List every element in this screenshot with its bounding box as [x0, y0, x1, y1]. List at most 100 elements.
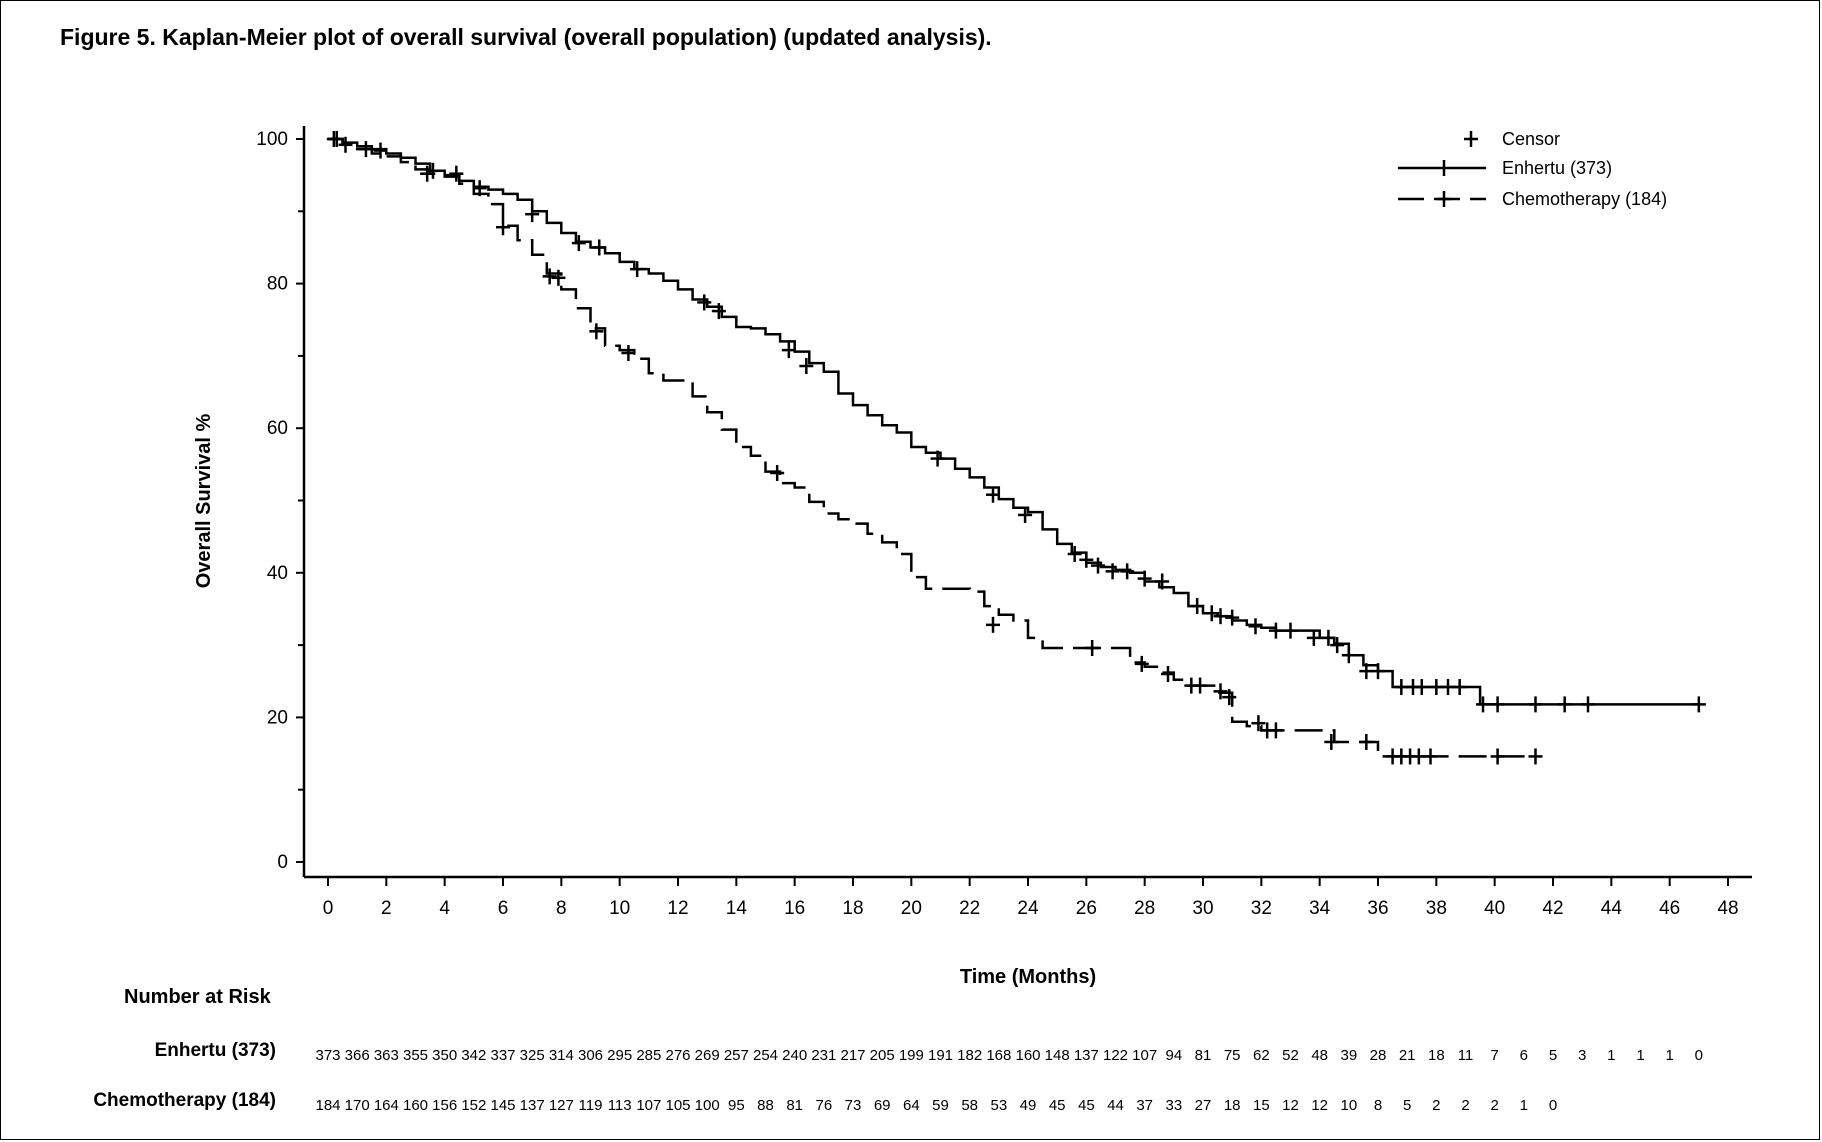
x-tick-label: 0: [323, 898, 334, 919]
censor-mark: [1213, 608, 1228, 625]
censor-mark: [1079, 551, 1094, 568]
risk-value: 127: [549, 1097, 574, 1114]
risk-value: 18: [1428, 1047, 1445, 1064]
risk-value: 145: [490, 1097, 515, 1114]
risk-table: Enhertu (373) 373 366 363 355 350 342 337 325 314…: [93, 1040, 1703, 1114]
y-tick-label: 80: [267, 274, 288, 295]
risk-value: 0: [1549, 1097, 1557, 1114]
censor-mark: [1324, 733, 1339, 750]
x-tick-label: 10: [609, 898, 630, 919]
censor-mark: [770, 465, 785, 482]
risk-value: 12: [1311, 1097, 1328, 1114]
censor-mark: [781, 342, 796, 359]
risk-value: 5: [1549, 1047, 1557, 1064]
risk-value: 314: [549, 1047, 574, 1064]
censor-mark: [449, 165, 464, 182]
risk-value: 8: [1374, 1097, 1382, 1114]
y-tick-label: 60: [267, 418, 288, 439]
risk-value: 254: [753, 1047, 778, 1064]
censor-mark: [525, 206, 540, 223]
x-tick-label: 8: [556, 898, 567, 919]
censor-mark: [373, 142, 388, 159]
censor-mark: [542, 268, 557, 285]
risk-value: 18: [1224, 1097, 1241, 1114]
risk-value: 21: [1399, 1047, 1416, 1064]
risk-value: 160: [1015, 1047, 1040, 1064]
risk-value: 269: [695, 1047, 720, 1064]
risk-value: 3: [1578, 1047, 1586, 1064]
censor-mark: [630, 261, 645, 278]
risk-value: 49: [1020, 1097, 1037, 1114]
risk-value: 152: [461, 1097, 486, 1114]
risk-row-label: Enhertu (373): [155, 1040, 276, 1061]
risk-value: 12: [1282, 1097, 1299, 1114]
risk-value: 94: [1165, 1047, 1182, 1064]
risk-value: 160: [403, 1097, 428, 1114]
risk-value: 107: [1132, 1047, 1157, 1064]
risk-value: 164: [374, 1097, 399, 1114]
x-tick-label: 2: [381, 898, 392, 919]
x-tick-label: 4: [439, 898, 450, 919]
x-tick-label: 24: [1017, 898, 1039, 919]
censor-mark: [1018, 506, 1033, 523]
risk-value: 231: [811, 1047, 836, 1064]
censor-mark: [420, 165, 435, 182]
risk-value: 373: [315, 1047, 340, 1064]
risk-value: 59: [932, 1097, 949, 1114]
x-tick-label: 40: [1484, 898, 1505, 919]
risk-value: 100: [695, 1097, 720, 1114]
censor-mark: [1085, 639, 1100, 656]
x-tick-label: 16: [784, 898, 805, 919]
censor-mark: [1283, 622, 1298, 639]
risk-value: 0: [1695, 1047, 1703, 1064]
risk-value: 10: [1340, 1097, 1357, 1114]
x-tick-label: 14: [726, 898, 748, 919]
risk-value: 170: [345, 1097, 370, 1114]
legend-censor-label: Censor: [1502, 129, 1560, 149]
risk-value: 184: [315, 1097, 340, 1114]
x-axis-title: Time (Months): [960, 966, 1096, 988]
chart-legend: Censor Enhertu (373) Chemotherapy (184): [1398, 129, 1667, 209]
censor-mark: [1120, 563, 1135, 580]
censor-mark: [930, 450, 945, 467]
risk-value: 107: [636, 1097, 661, 1114]
censor-mark: [1528, 696, 1543, 713]
risk-value: 39: [1340, 1047, 1357, 1064]
risk-value: 95: [728, 1097, 745, 1114]
censor-mark: [329, 131, 344, 147]
censor-mark: [711, 303, 726, 320]
risk-value: 48: [1311, 1047, 1328, 1064]
risk-value: 366: [345, 1047, 370, 1064]
censor-mark: [1490, 696, 1505, 713]
censor-mark: [799, 358, 814, 375]
risk-value: 73: [845, 1097, 862, 1114]
censor-mark: [1225, 609, 1240, 626]
censor-mark: [1557, 696, 1572, 713]
censor-mark: [1251, 715, 1266, 732]
censor-mark: [1476, 696, 1490, 713]
risk-value: 5: [1403, 1097, 1411, 1114]
risk-value: 33: [1165, 1097, 1182, 1114]
censor-mark: [1490, 748, 1505, 765]
censor-mark: [1193, 677, 1208, 694]
risk-value: 295: [607, 1047, 632, 1064]
risk-value: 45: [1078, 1097, 1095, 1114]
risk-value: 217: [840, 1047, 865, 1064]
y-axis-title: Overall Survival %: [193, 414, 215, 589]
risk-value: 6: [1520, 1047, 1528, 1064]
censor-mark: [1306, 629, 1321, 646]
censor-mark: [1161, 666, 1175, 683]
censor-mark: [1067, 546, 1082, 563]
legend-enhertu-label: Enhertu (373): [1502, 158, 1612, 178]
risk-value: 7: [1490, 1047, 1498, 1064]
censor-mark: [1452, 679, 1467, 696]
censor-mark: [1222, 689, 1237, 706]
censor-mark: [1330, 637, 1345, 654]
x-tick-label: 32: [1251, 898, 1272, 919]
risk-value: 2: [1432, 1097, 1440, 1114]
x-tick-label: 20: [901, 898, 922, 919]
censor-mark: [589, 323, 604, 340]
risk-value: 191: [928, 1047, 953, 1064]
